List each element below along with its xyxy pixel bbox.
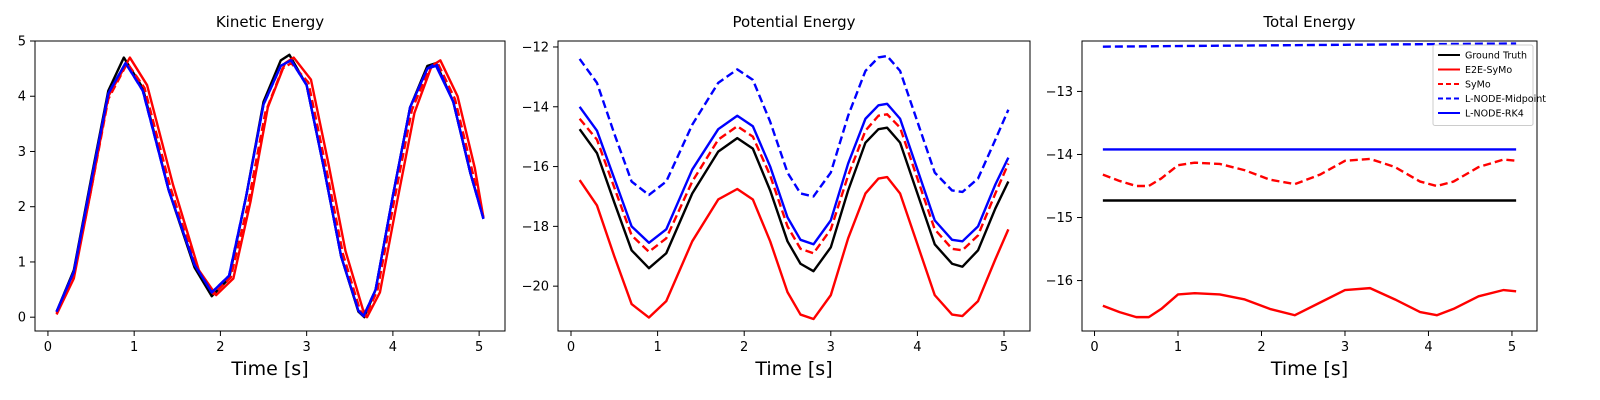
series-line-l-node-midpoint	[578, 54, 1010, 198]
chart-panel-potential-energy: Potential Energy 0 1 2 3 4 5 −20 −18 −16 −14 −12 Tim…	[522, 13, 1031, 380]
x-tick-label: 0	[44, 340, 52, 355]
y-tick-label: 1	[18, 255, 26, 270]
y-tick-label: −20	[522, 280, 549, 295]
series-line-l-node-rk4	[578, 102, 1010, 246]
x-tick-label: 3	[827, 340, 835, 355]
x-tick-label: 4	[913, 340, 921, 355]
y-tick-label: −15	[1046, 211, 1073, 226]
x-axis-label: Time [s]	[230, 358, 308, 380]
plot-frame	[1081, 40, 1538, 332]
legend-label: L-NODE-RK4	[1465, 109, 1524, 120]
y-tick-label: −13	[1046, 85, 1073, 100]
y-tick-label: 0	[18, 311, 26, 326]
legend-box	[1432, 44, 1534, 126]
x-tick-label: 1	[653, 340, 661, 355]
x-tick-label: 0	[1090, 340, 1098, 355]
x-tick-label: 4	[389, 340, 397, 355]
y-tick-label: −16	[522, 160, 549, 175]
series-line-symo	[578, 113, 1010, 255]
series-line-symo	[1102, 157, 1517, 188]
legend-label: Ground Truth	[1465, 51, 1527, 62]
series-line-e2e-symo	[578, 175, 1010, 321]
x-tick-label: 3	[303, 340, 311, 355]
legend-label: L-NODE-Midpoint	[1465, 94, 1546, 105]
chart-title: Potential Energy	[733, 13, 856, 31]
x-tick-label: 4	[1424, 340, 1432, 355]
y-tick-label: −16	[1046, 274, 1073, 289]
chart-panel-total-energy: Total Energy 0 1 2 3 4 5 −16 −15 −14 −13 Time [s] Gr…	[1046, 13, 1547, 380]
x-tick-label: 0	[567, 340, 575, 355]
series-line-symo	[55, 61, 485, 318]
y-tick-label: −18	[522, 220, 549, 235]
x-tick-label: 5	[1508, 340, 1516, 355]
x-tick-label: 1	[130, 340, 138, 355]
y-tick-label: 3	[18, 145, 26, 160]
x-tick-label: 2	[216, 340, 224, 355]
x-axis-label: Time [s]	[1270, 358, 1348, 380]
x-tick-label: 3	[1341, 340, 1349, 355]
series-line-e2e-symo	[1102, 286, 1517, 319]
y-tick-label: −14	[1046, 148, 1073, 163]
legend-label: SyMo	[1465, 80, 1491, 91]
y-tick-label: −12	[522, 40, 549, 55]
legend: Ground Truth E2E-SyMo SyMo L-NODE-Midpoint L…	[1432, 44, 1546, 126]
x-tick-label: 1	[1174, 340, 1182, 355]
series-line-ground-truth	[578, 126, 1010, 273]
chart-panel-kinetic-energy: Kinetic Energy 0 1 2 3 4 5 0 1 2 3 4 5 Time [s]	[18, 13, 506, 380]
y-tick-label: 5	[18, 35, 26, 50]
series-line-l-node-rk4	[55, 59, 485, 318]
series-line-e2e-symo	[55, 56, 485, 319]
plot-frame	[34, 40, 506, 332]
x-axis-label: Time [s]	[754, 358, 832, 380]
series-line-l-node-midpoint	[1102, 42, 1517, 48]
y-tick-label: 2	[18, 200, 26, 215]
y-tick-label: 4	[18, 90, 26, 105]
x-tick-label: 2	[1257, 340, 1265, 355]
chart-title: Total Energy	[1262, 13, 1355, 31]
x-tick-label: 2	[740, 340, 748, 355]
x-tick-label: 5	[1000, 340, 1008, 355]
series-line-ground-truth	[55, 53, 485, 319]
legend-label: E2E-SyMo	[1465, 65, 1512, 76]
plot-frame	[557, 40, 1031, 332]
x-tick-label: 5	[475, 340, 483, 355]
y-tick-label: −14	[522, 100, 549, 115]
chart-title: Kinetic Energy	[216, 13, 324, 31]
